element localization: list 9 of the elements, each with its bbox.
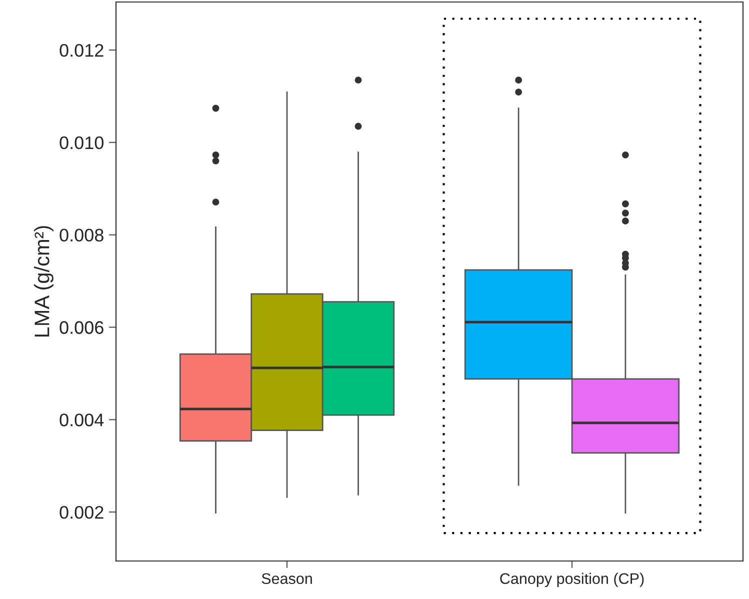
y-tick-label: 0.008 [60,228,104,242]
y-tick-label: 0.012 [60,44,104,57]
y-axis-title: LMA (g/cm²) [34,226,54,337]
y-tick-label: 0.010 [60,136,104,150]
y-tick-label: 0.002 [60,506,104,519]
x-tick-label: Season [262,573,312,584]
y-tick-label: 0.006 [60,321,104,334]
y-tick-label: 0.004 [60,414,104,426]
x-tick-label: Canopy position (CP) [500,572,644,588]
